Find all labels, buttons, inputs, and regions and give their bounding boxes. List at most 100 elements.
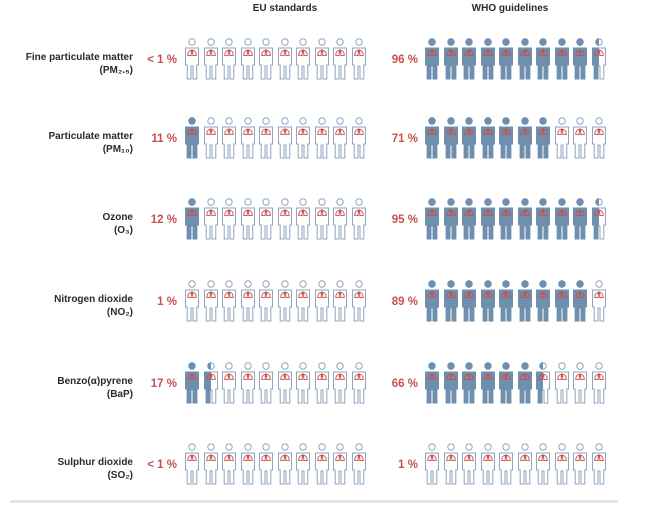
row-4-eu-pictogram	[184, 280, 367, 322]
row-1-eu-person-icon-7	[296, 38, 310, 80]
row-5-who-person-icon-8	[554, 362, 569, 404]
row-2-eu-pictogram	[184, 117, 367, 159]
row-3-eu-pictogram	[184, 198, 367, 240]
row-5-who-person-icon-4	[480, 362, 495, 404]
row-3-who-person-icon-2	[443, 198, 458, 240]
row-5-eu-person-icon-7	[296, 362, 310, 404]
row-1-pollutant-name: Fine particulate matter	[25, 52, 133, 63]
row-4-eu-person-icon-5	[259, 280, 273, 322]
row-4-who-person-icon-7	[536, 280, 550, 322]
row-6-eu-person-icon-10	[351, 443, 366, 485]
row-1-eu-pictogram	[184, 38, 367, 80]
row-5-who-person-icon-10	[591, 362, 606, 404]
row-1-who-person-icon-1	[425, 38, 439, 80]
row-5-eu-person-icon-10	[351, 362, 366, 404]
row-2-eu-person-icon-2	[203, 117, 218, 159]
row-3-who-person-icon-6	[517, 198, 532, 240]
row-2-eu-person-icon-3	[222, 117, 236, 159]
row-2-who-person-icon-10	[591, 117, 606, 159]
row-3-who-percent: 95 %	[391, 214, 418, 226]
row-6-eu-person-icon-1	[185, 443, 199, 485]
row-4-who-person-icon-8	[554, 280, 569, 322]
row-1-eu-person-icon-6	[277, 38, 292, 80]
row-1-eu-person-icon-4	[240, 38, 255, 80]
row-4-eu-person-icon-4	[240, 280, 255, 322]
row-5-eu-person-icon-5	[259, 362, 273, 404]
row-6-eu-person-icon-9	[333, 443, 347, 485]
row-3-eu-person-icon-2	[203, 198, 218, 240]
row-1-who-person-icon-6	[517, 38, 532, 80]
row-3-who-person-icon-10	[591, 198, 606, 240]
row-5-eu-person-icon-3	[222, 362, 236, 404]
row-2-who-person-icon-2	[443, 117, 458, 159]
row-1-eu-person-icon-2	[203, 38, 218, 80]
row-4-who-pictogram	[424, 280, 607, 322]
row-1-eu-person-icon-10	[351, 38, 366, 80]
row-3-pollutant-formula: (O₃)	[113, 225, 133, 236]
row-3-eu-person-icon-3	[222, 198, 236, 240]
row-1-who-person-icon-10	[591, 38, 606, 80]
row-4-eu-person-icon-7	[296, 280, 310, 322]
row-5-pollutant-name: Benzo(α)pyrene	[57, 376, 133, 387]
row-2-eu-percent: 11 %	[151, 133, 177, 145]
row-5-pollutant-label: Benzo(α)pyrene (BaP)	[0, 375, 133, 401]
row-6-pollutant-label: Sulphur dioxide (SO₂)	[0, 456, 133, 482]
row-6-eu-person-icon-4	[240, 443, 255, 485]
row-2-pollutant-formula: (PM₁₀)	[102, 144, 133, 155]
row-2-who-person-icon-8	[554, 117, 569, 159]
row-2-who-person-icon-5	[499, 117, 513, 159]
row-6-eu-person-icon-8	[314, 443, 329, 485]
row-3-who-person-icon-4	[480, 198, 495, 240]
row-4-who-person-icon-5	[499, 280, 513, 322]
row-1-who-person-icon-5	[499, 38, 513, 80]
row-6-pollutant-formula: (SO₂)	[107, 470, 133, 481]
row-6-eu-person-icon-7	[296, 443, 310, 485]
row-4-eu-person-icon-1	[185, 280, 199, 322]
row-6-eu-pictogram	[184, 443, 367, 485]
row-5-who-pictogram	[424, 362, 607, 404]
row-2-eu-person-icon-6	[277, 117, 292, 159]
row-5-who-person-icon-9	[573, 362, 587, 404]
row-5-eu-person-icon-8	[314, 362, 329, 404]
row-6-pollutant-name: Sulphur dioxide	[57, 457, 133, 468]
row-6-who-person-icon-2	[443, 443, 458, 485]
row-5-who-person-icon-6	[517, 362, 532, 404]
row-3-eu-percent: 12 %	[150, 214, 177, 226]
row-4-eu-percent: 1 %	[157, 296, 177, 308]
row-6-eu-person-icon-5	[259, 443, 273, 485]
row-1-eu-person-icon-3	[222, 38, 236, 80]
row-5-eu-pictogram	[184, 362, 367, 404]
row-5-eu-person-icon-2	[203, 362, 218, 404]
bottom-divider	[10, 500, 618, 503]
who-guidelines-header: WHO guidelines	[471, 3, 549, 14]
row-6-who-person-icon-9	[573, 443, 587, 485]
row-2-who-pictogram	[424, 117, 607, 159]
row-1-eu-percent: < 1 %	[147, 54, 177, 66]
row-1-pollutant-formula: (PM₂.₅)	[99, 65, 133, 76]
row-6-who-person-icon-8	[554, 443, 569, 485]
row-6-who-person-icon-3	[462, 443, 476, 485]
row-2-who-person-icon-9	[573, 117, 587, 159]
row-1-who-pictogram	[424, 38, 607, 80]
row-6-who-person-icon-4	[480, 443, 495, 485]
row-4-pollutant-name: Nitrogen dioxide	[54, 294, 133, 305]
row-6-who-person-icon-6	[517, 443, 532, 485]
row-2-who-person-icon-6	[517, 117, 532, 159]
row-2-who-person-icon-7	[536, 117, 550, 159]
row-3-who-person-icon-9	[573, 198, 587, 240]
row-5-eu-person-icon-9	[333, 362, 347, 404]
row-1-eu-person-icon-9	[333, 38, 347, 80]
row-5-who-person-icon-5	[499, 362, 513, 404]
row-1-eu-person-icon-1	[185, 38, 199, 80]
row-2-pollutant-label: Particulate matter (PM₁₀)	[0, 130, 133, 156]
row-3-eu-person-icon-10	[351, 198, 366, 240]
row-3-who-person-icon-1	[425, 198, 439, 240]
row-4-eu-person-icon-6	[277, 280, 292, 322]
row-5-who-percent: 66 %	[391, 378, 418, 390]
row-1-who-person-icon-4	[480, 38, 495, 80]
row-6-eu-person-icon-6	[277, 443, 292, 485]
row-2-eu-person-icon-1	[185, 117, 199, 159]
row-2-who-person-icon-3	[462, 117, 476, 159]
row-1-eu-person-icon-5	[259, 38, 273, 80]
row-5-who-person-icon-1	[425, 362, 439, 404]
